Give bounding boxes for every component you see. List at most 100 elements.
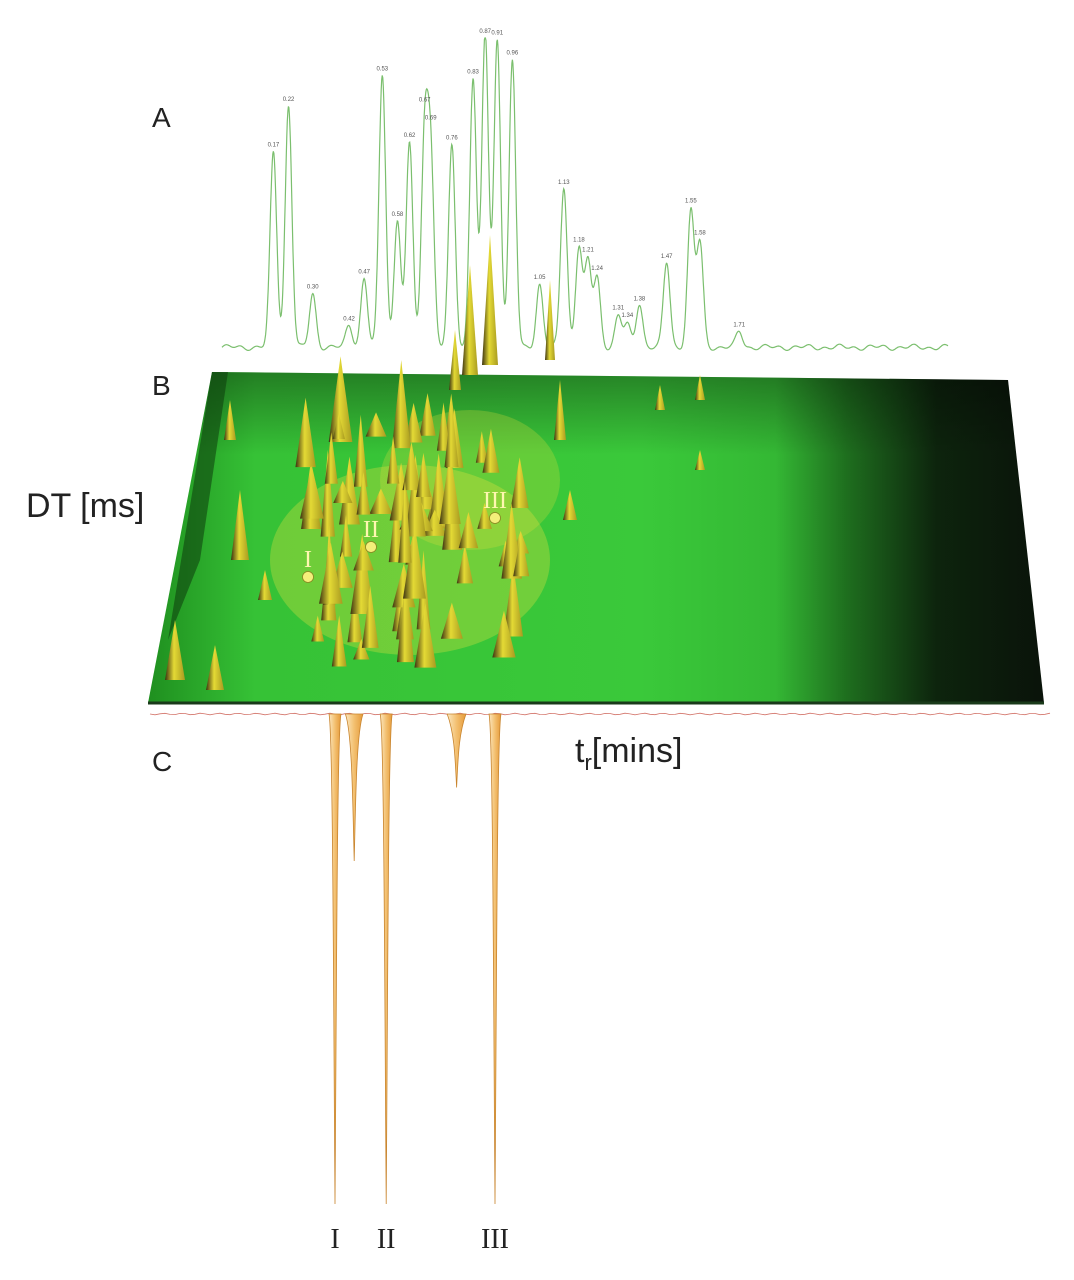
peak-label: 0.76 [446, 135, 458, 141]
peak-label-group: 0.17 0.22 0.30 0.42 0.47 0.53 0.58 0.62 0.67 0.69… [268, 29, 746, 328]
surface-peak [396, 580, 414, 663]
surface-peak [350, 533, 374, 614]
surface-peak [554, 380, 566, 440]
feature-marker-dot [489, 512, 501, 524]
surface-peak [339, 456, 360, 525]
surface-peak [695, 450, 705, 470]
surface-peak [444, 399, 459, 467]
extracted-peak [488, 713, 502, 1205]
extracted-peak [328, 713, 342, 1205]
surface-peak [492, 610, 516, 658]
surface-peak [224, 400, 236, 440]
surface-peak [414, 603, 437, 668]
surface-peak [311, 615, 325, 642]
surface-peak [320, 449, 335, 537]
panel-label-a: A [152, 102, 171, 133]
surface-peak [386, 436, 400, 484]
surface-peaks [165, 235, 705, 690]
surface-peak [353, 414, 368, 487]
peak-label: 1.38 [634, 296, 646, 302]
surface-peak [365, 412, 387, 437]
surface-peak [503, 564, 524, 637]
x-axis-title-sub: r [584, 750, 591, 775]
surface-peak [482, 428, 500, 473]
peak-label: 0.87 [479, 29, 491, 35]
surface-peak [206, 645, 224, 690]
y-axis-title: DT [ms] [26, 487, 144, 525]
extracted-peak-label: I [330, 1224, 339, 1255]
surface-peak [695, 375, 705, 400]
x-axis-title-main: t [575, 732, 585, 770]
peak-label: 0.96 [507, 51, 519, 57]
surface-peak [655, 385, 665, 410]
surface-peak [353, 639, 370, 660]
surface-peak [299, 465, 324, 519]
surface-peak [402, 523, 426, 599]
surface-peak [391, 360, 411, 449]
surface-peak [295, 397, 316, 468]
surface-peak [361, 585, 379, 648]
surface-peak [404, 402, 423, 443]
chromatogram-trace [221, 37, 949, 351]
surface-peak [439, 451, 461, 524]
panel-label-b: B [152, 370, 171, 401]
extracted-peak-label: II [377, 1224, 396, 1255]
surface-peak [258, 570, 272, 600]
surface-peak [353, 541, 374, 571]
peak-label: 1.47 [661, 254, 673, 260]
surface-peak [165, 620, 185, 680]
peak-label: 0.91 [491, 31, 503, 37]
peak-label: 0.17 [268, 142, 280, 148]
panel-label-c: C [152, 746, 172, 777]
surface-peak [563, 490, 577, 520]
peak-label: 1.21 [582, 247, 594, 253]
surface-peak [347, 589, 363, 643]
surface-peak [436, 402, 451, 451]
surface-peak [456, 544, 474, 584]
extracted-peak-labels: I II III [330, 1224, 509, 1255]
peak-label: 1.24 [591, 266, 603, 272]
surface-peak [513, 532, 530, 577]
peak-label: 1.34 [622, 313, 634, 319]
surface-peak [477, 502, 492, 529]
x-axis-title: tr[mins] [575, 732, 682, 775]
surface-peak [339, 514, 353, 557]
peak-label: 1.55 [685, 199, 697, 205]
peak-label: 0.47 [358, 270, 370, 276]
surface-peak [449, 330, 461, 390]
extracted-peak [446, 713, 467, 788]
peak-label: 1.05 [534, 275, 546, 281]
surface-peak [405, 454, 426, 537]
peak-label: 0.69 [425, 115, 437, 121]
surface-left-edge [168, 372, 228, 640]
peak-label: 1.71 [733, 322, 745, 328]
feature-marker-label: I [304, 547, 312, 573]
peak-label: 0.53 [376, 66, 388, 72]
peak-label: 0.58 [392, 212, 404, 218]
surface-peak [416, 452, 431, 497]
surface-peak [332, 413, 345, 439]
surface-peak [458, 512, 479, 549]
surface-peak [369, 488, 393, 515]
surface-peak [356, 472, 371, 515]
panel-a-chromatogram: 0.17 0.22 0.30 0.42 0.47 0.53 0.58 0.62 0.67 0.69… [221, 29, 949, 351]
peak-label: 0.22 [283, 97, 295, 103]
surface-peak [545, 280, 555, 360]
extracted-baseline [149, 712, 1051, 716]
peak-label: 1.13 [558, 180, 570, 186]
surface-peak [319, 542, 343, 604]
x-axis-title-unit: [mins] [592, 732, 683, 770]
surface-peak [328, 356, 353, 443]
extracted-peaks [328, 713, 502, 1205]
peak-label: 0.30 [307, 285, 319, 291]
peak-label: 1.58 [694, 231, 706, 237]
surface-peak [331, 615, 347, 667]
peak-label: 0.62 [404, 133, 416, 139]
surface-peak [440, 602, 463, 639]
surface-peak [324, 432, 338, 484]
surface-peak [419, 393, 436, 436]
surface-peak [231, 490, 249, 560]
